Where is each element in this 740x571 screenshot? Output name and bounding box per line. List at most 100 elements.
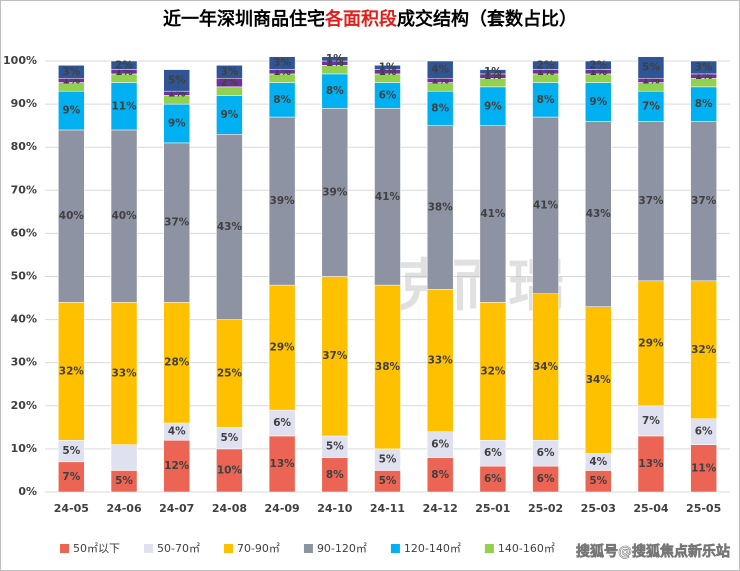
bar-segment bbox=[163, 142, 190, 303]
data-label: 11% bbox=[111, 100, 137, 112]
bar-segment bbox=[479, 440, 507, 467]
bar-segment bbox=[321, 56, 349, 62]
data-label: 5% bbox=[168, 74, 186, 86]
bar-segment bbox=[585, 60, 612, 70]
data-label: 39% bbox=[322, 186, 348, 198]
legend-swatch bbox=[60, 544, 69, 553]
bar-segment bbox=[268, 56, 296, 70]
y-tick-label: 10% bbox=[11, 442, 37, 455]
bar-segment bbox=[58, 461, 85, 493]
bar-segment bbox=[637, 405, 665, 437]
legend-swatch bbox=[484, 544, 494, 553]
data-label: 2% bbox=[115, 59, 133, 71]
y-tick-label: 0% bbox=[18, 485, 37, 498]
bar-segment bbox=[163, 69, 190, 92]
bar-segment bbox=[216, 65, 243, 79]
bar-segment bbox=[637, 435, 665, 493]
y-tick-label: 80% bbox=[11, 140, 37, 153]
data-label: 2% bbox=[537, 59, 555, 71]
bar-segment bbox=[268, 435, 296, 493]
y-tick-label: 90% bbox=[11, 97, 37, 110]
x-tick-label: 24-12 bbox=[423, 502, 458, 515]
legend-label: 90-120㎡ bbox=[317, 542, 367, 555]
data-label: 4% bbox=[168, 426, 186, 438]
bar-segment bbox=[426, 125, 454, 290]
x-tick-label: 25-01 bbox=[475, 502, 510, 515]
data-label: 8% bbox=[695, 98, 713, 110]
data-label: 7% bbox=[642, 415, 660, 427]
bar-segment bbox=[426, 431, 454, 458]
data-label: 39% bbox=[270, 195, 296, 207]
data-label: 12% bbox=[164, 460, 190, 472]
bar-segment bbox=[374, 82, 401, 109]
data-label: 5% bbox=[115, 475, 133, 487]
x-tick-label: 25-03 bbox=[581, 502, 616, 515]
data-label: 9% bbox=[168, 117, 186, 129]
data-label: 7% bbox=[642, 100, 660, 112]
bar-segment bbox=[532, 116, 559, 294]
data-label: 13% bbox=[638, 458, 664, 470]
data-label: 37% bbox=[322, 350, 348, 362]
data-label: 8% bbox=[273, 94, 291, 106]
x-tick-label: 25-02 bbox=[528, 502, 563, 515]
bar-segment bbox=[58, 129, 85, 303]
data-label: 6% bbox=[379, 89, 397, 101]
data-label: 6% bbox=[695, 426, 713, 438]
title-part: 成交结构（套数占比） bbox=[397, 8, 577, 30]
bar-segment bbox=[216, 95, 243, 135]
data-label: 29% bbox=[270, 342, 296, 354]
data-label: 4% bbox=[431, 64, 449, 76]
data-label: 33% bbox=[428, 355, 454, 367]
data-label: 37% bbox=[164, 217, 190, 229]
bar-segment bbox=[321, 108, 349, 277]
bar-segment bbox=[690, 86, 717, 122]
bar-segment bbox=[163, 302, 190, 424]
data-label: 5% bbox=[221, 432, 239, 444]
data-label: 11% bbox=[691, 462, 717, 474]
bar-segment bbox=[690, 60, 717, 75]
bar-segment bbox=[532, 293, 559, 441]
bar-segment bbox=[110, 444, 138, 471]
data-label: 2% bbox=[589, 59, 607, 71]
data-label: 5% bbox=[326, 441, 344, 453]
bar-segment bbox=[268, 409, 296, 437]
data-label: 5% bbox=[379, 454, 397, 466]
bar-segment bbox=[637, 121, 665, 282]
bar-segment bbox=[426, 90, 454, 126]
y-tick-label: 60% bbox=[11, 226, 37, 239]
data-label: 6% bbox=[431, 439, 449, 451]
data-label: 40% bbox=[111, 210, 137, 222]
x-tick-label: 24-10 bbox=[317, 502, 353, 515]
bar-segment bbox=[532, 440, 559, 467]
data-label: 28% bbox=[164, 357, 190, 369]
data-label: 34% bbox=[586, 374, 612, 386]
chart-title: 近一年深圳商品住宅各面积段成交结构（套数占比） bbox=[163, 8, 577, 30]
legend-label: 140-160㎡ bbox=[498, 542, 555, 555]
source-note: 搜狐号@搜狐焦点新乐站 bbox=[576, 543, 730, 560]
bar-segment bbox=[690, 444, 717, 493]
data-label: 9% bbox=[221, 109, 239, 121]
legend-label: 120-140㎡ bbox=[404, 542, 461, 555]
data-label: 37% bbox=[638, 195, 664, 207]
data-label: 8% bbox=[537, 94, 555, 106]
data-label: 5% bbox=[379, 475, 397, 487]
bar-segment bbox=[268, 116, 296, 286]
data-label: 33% bbox=[111, 367, 137, 379]
x-tick-label: 24-09 bbox=[265, 502, 300, 515]
bar-segment bbox=[479, 69, 507, 75]
x-tick-label: 24-11 bbox=[370, 502, 405, 515]
data-label: 5% bbox=[642, 61, 660, 73]
bar-segment bbox=[637, 56, 665, 79]
data-label: 41% bbox=[375, 191, 401, 203]
legend-swatch bbox=[390, 544, 400, 553]
data-label: 32% bbox=[691, 344, 717, 356]
bar-segment bbox=[216, 134, 243, 320]
x-tick-label: 24-08 bbox=[212, 502, 247, 515]
data-label: 10% bbox=[217, 464, 243, 476]
data-label: 32% bbox=[480, 365, 506, 377]
data-label: 41% bbox=[480, 208, 506, 220]
title-part: 近一年深圳商品住宅 bbox=[163, 8, 325, 30]
data-label: 1% bbox=[484, 66, 502, 78]
data-label: 25% bbox=[217, 367, 243, 379]
